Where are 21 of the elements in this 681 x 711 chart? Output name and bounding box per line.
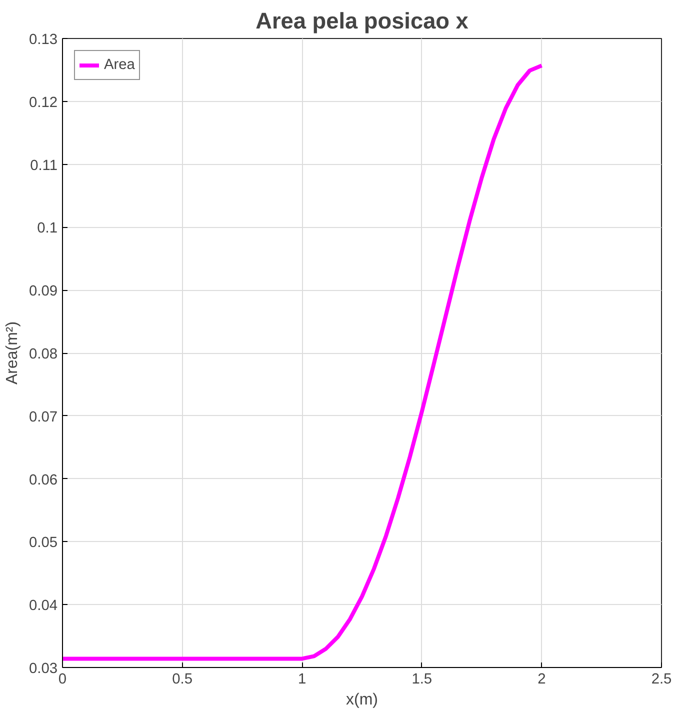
y-tick-label: 0.05 [28,535,58,552]
y-tick-label: 0.1 [37,220,58,237]
x-tick-label: 1 [298,672,306,688]
y-tick-label: 0.08 [28,346,58,362]
y-tick-label: 0.11 [30,158,58,174]
y-tick-label: 0.13 [28,32,58,48]
y-tick-label: 0.12 [28,94,58,111]
y-tick-label: 0.03 [28,661,58,677]
x-tick-label: 0 [58,672,67,688]
chart-title: Area pela posicao x [256,8,469,34]
y-axis-title: Area(m²) [4,321,21,385]
x-tick-label: 2 [538,672,546,688]
x-tick-label: 2.5 [651,672,672,688]
legend-label: Area [104,57,135,73]
y-tick-label: 0.06 [28,472,58,488]
y-tick-label: 0.07 [28,409,58,426]
x-axis-title: x(m) [346,692,378,708]
y-tick-label: 0.09 [28,284,58,300]
x-tick-label: 0.5 [172,672,192,688]
x-tick-label: 1.5 [412,672,432,688]
y-tick-label: 0.04 [28,598,58,614]
